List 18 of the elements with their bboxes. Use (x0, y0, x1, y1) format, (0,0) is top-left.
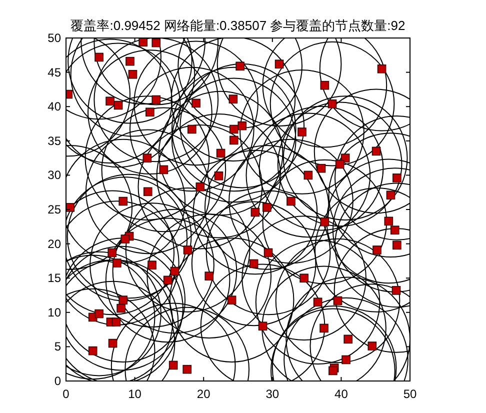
y-tick-label: 0 (54, 374, 62, 388)
y-tick-label: 50 (48, 31, 62, 45)
x-tick-label: 0 (62, 387, 70, 401)
y-tick-label: 15 (48, 271, 62, 286)
chart-title: 覆盖率:0.99452 网络能量:0.38507 参与覆盖的节点数量:92 (70, 18, 406, 33)
x-tick-label: 30 (266, 387, 280, 401)
y-tick-label: 40 (48, 100, 62, 114)
y-tick-label: 30 (48, 168, 62, 182)
y-tick-label: 45 (48, 65, 62, 80)
x-tick-label: 40 (334, 387, 348, 401)
x-tick-label: 10 (128, 387, 142, 401)
x-tick-label: 20 (196, 387, 211, 401)
y-tick-label: 10 (48, 305, 62, 320)
y-tick-label: 35 (48, 134, 62, 148)
y-tick-label: 25 (48, 202, 62, 216)
y-tick-label: 5 (54, 340, 62, 354)
y-tick-label: 20 (48, 236, 62, 251)
x-tick-label: 50 (403, 387, 417, 401)
